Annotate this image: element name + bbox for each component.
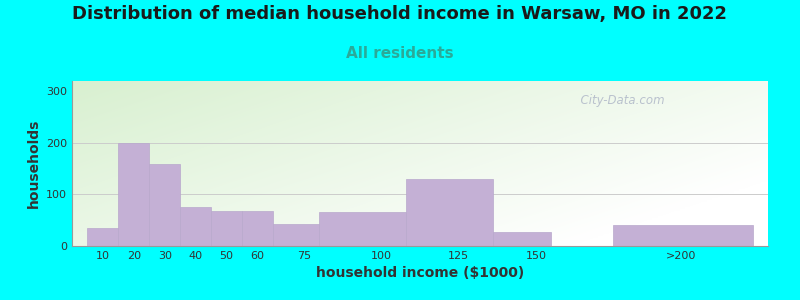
Bar [273, 224, 319, 246]
Text: Distribution of median household income in Warsaw, MO in 2022: Distribution of median household income … [73, 4, 727, 22]
Bar [180, 207, 211, 246]
Bar [118, 143, 150, 246]
Y-axis label: households: households [26, 119, 41, 208]
Bar [493, 232, 551, 246]
Bar [406, 179, 493, 246]
Bar [211, 211, 242, 246]
X-axis label: household income ($1000): household income ($1000) [316, 266, 524, 280]
Bar [87, 228, 118, 246]
Bar [614, 225, 753, 246]
Bar [319, 212, 406, 246]
Text: City-Data.com: City-Data.com [573, 94, 665, 107]
Text: All residents: All residents [346, 46, 454, 62]
Bar [150, 164, 180, 246]
Bar [242, 211, 273, 246]
